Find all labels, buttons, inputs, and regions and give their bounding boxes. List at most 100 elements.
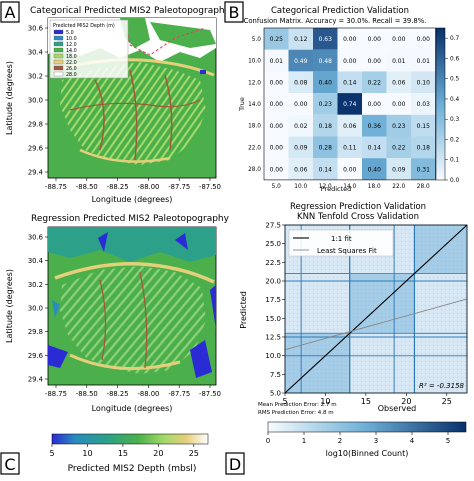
colorbar-tick-label: 5 — [49, 449, 54, 458]
matrix-cell-label: 0.00 — [270, 79, 284, 86]
matrix-cell — [337, 28, 362, 50]
matrix-cell-label: 0.36 — [368, 123, 382, 130]
matrix-cell — [362, 136, 387, 159]
map-xtick-label: -88.00 — [137, 183, 159, 191]
matrix-cell-label: 0.03 — [417, 101, 431, 108]
matrix-cell — [337, 93, 362, 115]
matrix-cell-label: 0.74 — [343, 101, 357, 108]
colorbar-tick-label: 0.0 — [450, 178, 460, 184]
matrix-cell-label: 0.31 — [417, 166, 431, 173]
map-ytick-label: 29.8 — [28, 328, 43, 336]
matrix-cell — [386, 158, 411, 180]
map-xtick-label: -87.50 — [199, 183, 221, 191]
panel-d-ylabel: Predicted — [239, 291, 248, 329]
matrix-cell-label: 0.15 — [417, 123, 431, 130]
panel-c-letter-box — [0, 452, 20, 475]
panel-c-colorbar-ticks: 5 10 15 20 25 — [49, 444, 199, 458]
matrix-cell-label: 0.00 — [270, 101, 284, 108]
colorbar-tick-label: 4 — [410, 437, 415, 445]
matrix-xtick-label: 18.0 — [368, 184, 381, 190]
matrix-cell-label: 0.06 — [294, 166, 308, 173]
panel-c: Regression Predicted MIS2 Paleotopograph… — [0, 214, 230, 475]
matrix-cell — [362, 28, 387, 50]
matrix-xtick-label: 10.0 — [294, 184, 307, 190]
one-to-one-line — [284, 224, 468, 394]
panel-a-xlabel: Longitude (degrees) — [92, 195, 173, 204]
matrix-frame — [263, 27, 436, 181]
matrix-cell-label: 0.49 — [294, 58, 308, 65]
colorbar-tick-label: 2 — [338, 437, 342, 445]
colorbar-tick-label: 25 — [189, 449, 199, 458]
matrix-ytick-label: 5.0 — [252, 37, 262, 43]
panel-a: A Categorical Predicted MIS2 Paleotopogr… — [0, 1, 231, 204]
matrix-cell-label: 0.00 — [343, 166, 357, 173]
matrix-cell-label: 0.00 — [392, 101, 406, 108]
scatter-ytick-label: 5.0 — [270, 390, 281, 398]
panel-c-ylabel: Latitude (degrees) — [5, 269, 14, 343]
panel-d-xlabel: Observed — [378, 404, 417, 413]
matrix-cell-label: 0.08 — [294, 79, 308, 86]
matrix-cell — [337, 49, 362, 72]
scatter-legend-box — [288, 229, 394, 257]
matrix-cell — [264, 71, 289, 94]
colorbar-tick-label: 10 — [82, 449, 92, 458]
panel-d: Regression Prediction Validation KNN Ten… — [225, 202, 468, 475]
matrix-cell-label: 0.10 — [417, 79, 431, 86]
map-xtick-label: -88.75 — [45, 183, 67, 191]
panel-d-letter: D — [229, 455, 241, 474]
matrix-cell — [313, 49, 338, 72]
matrix-cell — [362, 158, 387, 180]
map-ytick-label: 29.4 — [28, 169, 43, 177]
map-ytick-label: 30.4 — [28, 257, 43, 265]
map-ytick-label: 30.2 — [28, 281, 43, 289]
matrix-cell-label: 0.18 — [319, 123, 333, 130]
legend-swatch — [53, 41, 64, 47]
panel-c-colorbar-label: Predicted MIS2 Depth (mbsl) — [68, 464, 197, 474]
legend-label: 5.0 — [66, 30, 74, 36]
scatter-ytick-label: 22.5 — [265, 259, 281, 267]
matrix-cell — [362, 93, 387, 115]
panel-c-axes: -88.75 -88.50 -88.25 -88.00 -87.75 -87.50 30.6… — [28, 234, 221, 399]
matrix-cell-label: 0.12 — [294, 36, 308, 43]
panel-b-xlabel: Predicted — [321, 185, 352, 193]
matrix-cell-label: 0.25 — [270, 36, 284, 43]
legend-swatch — [53, 65, 64, 71]
scatter-ytick-label: 7.5 — [270, 371, 281, 379]
matrix-cell — [288, 71, 313, 94]
map-ytick-label: 30.6 — [28, 234, 43, 242]
map-ytick-label: 30.0 — [28, 97, 43, 105]
matrix-cell — [411, 93, 436, 115]
panel-d-colorbar: 0 1 2 3 4 5 log10(Binned Count) — [266, 421, 467, 458]
matrix-xtick-label: 5.0 — [272, 184, 282, 190]
panel-a-ylabel: Latitude (degrees) — [5, 61, 14, 135]
matrix-cell — [288, 49, 313, 72]
legend-label: 26.0 — [66, 66, 77, 72]
matrix-cell — [411, 28, 436, 50]
legend-swatch — [53, 29, 64, 35]
scatter-ytick-label: 25.0 — [265, 240, 281, 248]
panel-b-letter-box — [224, 1, 244, 23]
least-squares-line — [284, 298, 468, 351]
colorbar-tick-label: 0.2 — [450, 137, 460, 143]
matrix-ytick-label: 22.0 — [248, 145, 261, 151]
matrix-cell — [337, 71, 362, 94]
matrix-cell-label: 0.00 — [368, 58, 382, 65]
colorbar-tick-label: 0.3 — [450, 117, 460, 123]
scatter-ytick-label: 15.0 — [265, 315, 281, 323]
matrix-cell — [386, 49, 411, 72]
matrix-cell — [337, 158, 362, 180]
matrix-cell-label: 0.00 — [270, 123, 284, 130]
matrix-cell — [386, 136, 411, 159]
matrix-cell-label: 0.00 — [294, 101, 308, 108]
matrix-cell — [411, 114, 436, 137]
panel-a-legend-items: 5.010.012.014.018.022.026.028.0 — [53, 29, 77, 78]
panel-b-colorbar-ticks: 0.7 0.6 0.5 0.4 0.3 0.2 0.1 0.0 — [445, 36, 460, 184]
matrix-cell-label: 0.28 — [319, 145, 333, 152]
panel-a-letter-box — [0, 1, 20, 23]
matrix-cell-label: 0.14 — [343, 79, 357, 86]
map-ytick-label: 30.2 — [28, 73, 43, 81]
matrix-cell-label: 0.11 — [343, 145, 357, 152]
matrix-ytick-label: 10.0 — [248, 59, 261, 65]
matrix-cell-label: 0.09 — [294, 145, 308, 152]
matrix-cell — [313, 158, 338, 180]
